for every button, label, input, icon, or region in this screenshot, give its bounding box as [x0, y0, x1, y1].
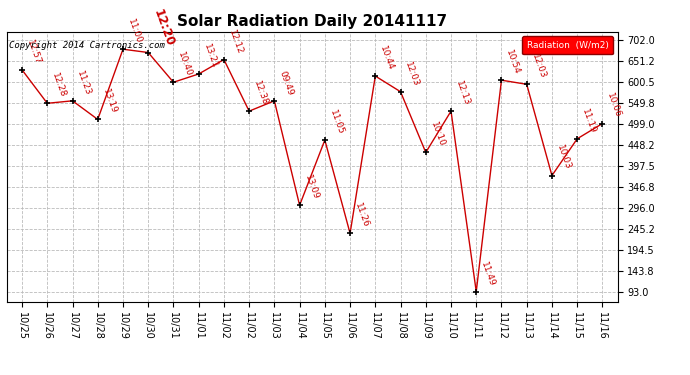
Text: 12:20: 12:20: [151, 8, 177, 48]
Text: 12:57: 12:57: [25, 39, 42, 66]
Title: Solar Radiation Daily 20141117: Solar Radiation Daily 20141117: [177, 14, 447, 29]
Text: 11:49: 11:49: [480, 260, 497, 287]
Text: 10:10: 10:10: [428, 121, 446, 148]
Legend: Radiation  (W/m2): Radiation (W/m2): [522, 36, 613, 54]
Text: 09:49: 09:49: [277, 69, 295, 97]
Text: 10:06: 10:06: [605, 92, 623, 119]
Text: 10:03: 10:03: [555, 144, 572, 171]
Text: 12:03: 12:03: [530, 53, 547, 80]
Text: 11:26: 11:26: [353, 202, 371, 229]
Text: 12:03: 12:03: [404, 60, 421, 88]
Text: 12:28: 12:28: [50, 72, 68, 99]
Text: 10:44: 10:44: [378, 45, 395, 72]
Text: 12:12: 12:12: [227, 28, 244, 56]
Text: 13:09: 13:09: [303, 174, 320, 201]
Text: 10:40: 10:40: [177, 51, 194, 78]
Text: 11:23: 11:23: [75, 69, 92, 97]
Text: 11:19: 11:19: [580, 107, 598, 135]
Text: 13:19: 13:19: [101, 88, 118, 115]
Text: 11:05: 11:05: [328, 108, 345, 136]
Text: 11:00: 11:00: [126, 18, 144, 45]
Text: 12:13: 12:13: [454, 80, 471, 107]
Text: 13:21: 13:21: [201, 43, 219, 70]
Text: Copyright 2014 Cartronics.com: Copyright 2014 Cartronics.com: [10, 41, 166, 50]
Text: 10:54: 10:54: [504, 49, 522, 76]
Text: 12:38: 12:38: [252, 80, 269, 107]
